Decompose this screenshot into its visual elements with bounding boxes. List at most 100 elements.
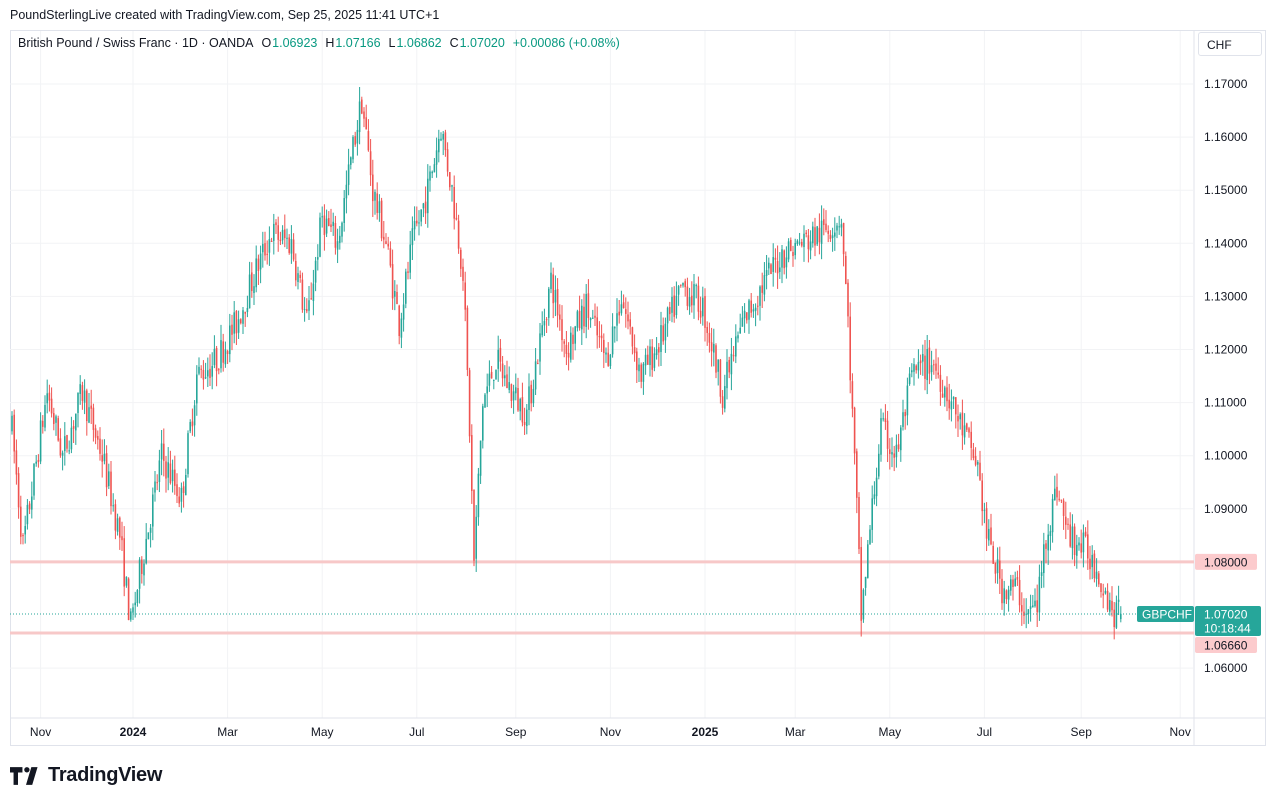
candle-body — [869, 529, 871, 545]
candle-body — [279, 239, 282, 242]
candle-body — [185, 475, 187, 496]
candle-body — [147, 532, 150, 540]
low-label: L — [388, 36, 396, 50]
candle-body — [1073, 526, 1076, 555]
candle-body — [75, 413, 77, 431]
candle-body — [565, 344, 568, 354]
tradingview-logo[interactable]: TradingView — [10, 764, 162, 787]
price-tick-label: 1.13000 — [1204, 289, 1248, 303]
candle-body — [563, 341, 565, 344]
candle-body — [475, 516, 477, 559]
symbol-badge — [1137, 605, 1194, 622]
candle-body — [792, 252, 794, 257]
time-tick-label: Nov — [600, 725, 621, 739]
candle-body — [688, 297, 691, 307]
candle-body — [55, 416, 57, 423]
time-tick-label: May — [311, 725, 334, 739]
candle-body — [510, 384, 513, 402]
candle-body — [944, 387, 946, 398]
candle-body — [114, 504, 117, 531]
candle-body — [1082, 532, 1085, 553]
candle-body — [759, 286, 761, 306]
candle-body — [266, 253, 268, 255]
candle-body — [429, 171, 431, 181]
time-tick-label: Nov — [30, 725, 51, 739]
candle-body — [763, 275, 766, 295]
candle-body — [486, 386, 488, 394]
candle-body — [1060, 499, 1063, 501]
candle-body — [704, 296, 706, 328]
close-label: C — [449, 36, 459, 50]
candle-body — [1025, 613, 1027, 615]
candle-body — [1014, 578, 1016, 587]
candle-body — [959, 414, 961, 420]
candle-body — [81, 385, 84, 401]
candle-body — [878, 453, 880, 477]
candle-body — [730, 353, 733, 375]
candle-body — [141, 559, 143, 574]
candle-body — [614, 327, 616, 329]
candle-body — [57, 418, 59, 441]
candle-body — [937, 372, 939, 375]
candle-body — [713, 343, 715, 353]
candle-body — [600, 335, 603, 339]
candle-body — [378, 201, 381, 214]
candle-body — [776, 261, 779, 274]
candle-body — [277, 225, 279, 240]
price-tick-label: 1.09000 — [1204, 502, 1248, 516]
candle-body — [1027, 609, 1030, 614]
candle-body — [1117, 599, 1120, 602]
candle-body — [1087, 534, 1089, 559]
candle-body — [849, 316, 851, 381]
candle-body — [154, 481, 156, 493]
logo-text: TradingView — [48, 764, 163, 786]
candle-body — [493, 379, 495, 381]
candle-body — [508, 382, 510, 390]
candle-body — [589, 318, 592, 321]
candle-body — [1058, 498, 1060, 500]
candle-body — [442, 133, 444, 140]
candle-body — [123, 538, 125, 587]
candle-body — [886, 420, 889, 449]
candle-body — [873, 494, 876, 499]
candle-body — [684, 281, 686, 288]
candle-body — [974, 455, 977, 465]
candle-body — [798, 242, 801, 244]
candle-body — [431, 171, 433, 174]
candle-body — [922, 354, 924, 362]
candle-body — [290, 239, 293, 254]
candle-body — [68, 450, 70, 452]
candle-body — [750, 300, 752, 313]
candle-body — [675, 295, 678, 316]
candle-body — [699, 310, 702, 318]
candle-body — [523, 421, 526, 426]
candle-body — [407, 271, 409, 273]
candle-body — [930, 365, 933, 373]
candle-body — [682, 282, 684, 286]
candle-body — [772, 257, 774, 272]
candle-body — [484, 394, 486, 408]
candle-body — [779, 267, 781, 272]
candle-body — [1049, 531, 1052, 536]
candle-body — [169, 463, 172, 483]
currency-button[interactable]: CHF — [1198, 32, 1262, 56]
candle-body — [598, 336, 601, 338]
candle-body — [642, 363, 645, 382]
candle-body — [92, 407, 95, 430]
candle-body — [108, 471, 110, 487]
candle-body — [281, 229, 284, 241]
candle-body — [451, 185, 453, 187]
candle-body — [735, 336, 737, 357]
price-tick-label: 1.06000 — [1204, 661, 1248, 675]
candle-body — [198, 366, 200, 374]
candle-body — [323, 215, 326, 236]
candle-body — [539, 333, 541, 362]
candle-body — [636, 351, 638, 371]
candle-body — [473, 489, 475, 561]
candle-body — [1062, 500, 1065, 516]
candle-body — [950, 401, 953, 410]
candle-body — [889, 449, 891, 454]
candle-body — [1032, 605, 1034, 608]
candle-body — [83, 390, 86, 403]
